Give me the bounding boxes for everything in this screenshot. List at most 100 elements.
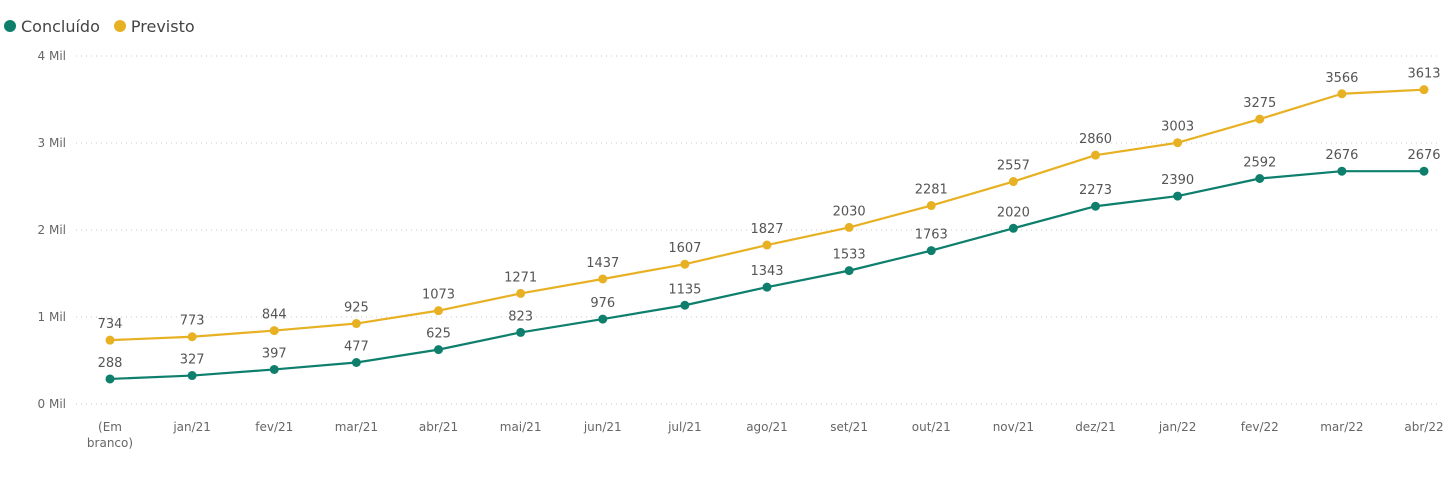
- data-point-concluido[interactable]: [105, 374, 115, 384]
- data-point-previsto[interactable]: [1008, 177, 1018, 187]
- x-tick-label: ago/21: [746, 420, 788, 434]
- x-tick-label: dez/21: [1075, 420, 1116, 434]
- y-tick-label: 4 Mil: [38, 49, 66, 63]
- data-label-concluido: 2020: [997, 205, 1030, 220]
- legend-marker-previsto: [113, 20, 126, 32]
- data-point-concluido[interactable]: [434, 345, 443, 355]
- data-label-concluido: 2676: [1325, 148, 1358, 163]
- data-point-previsto[interactable]: [1091, 150, 1100, 160]
- data-point-previsto[interactable]: [434, 306, 443, 316]
- y-tick-label: 3 Mil: [38, 136, 66, 150]
- data-point-previsto[interactable]: [844, 222, 854, 232]
- y-tick-label: 0 Mil: [38, 397, 66, 411]
- data-point-concluido[interactable]: [1091, 201, 1100, 211]
- data-point-previsto[interactable]: [926, 201, 936, 211]
- data-label-previsto: 844: [262, 308, 287, 323]
- data-label-previsto: 734: [98, 317, 123, 332]
- data-point-previsto[interactable]: [187, 332, 197, 342]
- data-point-concluido[interactable]: [762, 282, 772, 292]
- x-tick-label: fev/22: [1241, 420, 1279, 434]
- data-point-concluido[interactable]: [598, 314, 608, 324]
- data-point-concluido[interactable]: [1419, 166, 1429, 176]
- data-label-concluido: 823: [508, 309, 533, 324]
- x-tick-label: set/21: [830, 420, 868, 434]
- data-point-previsto[interactable]: [762, 240, 772, 250]
- data-point-concluido[interactable]: [269, 364, 279, 374]
- data-label-concluido: 1135: [668, 282, 701, 297]
- data-label-previsto: 2281: [915, 183, 948, 198]
- x-tick-label: out/21: [912, 420, 951, 434]
- data-point-previsto[interactable]: [269, 326, 279, 336]
- series-line-previsto: [108, 88, 1426, 342]
- data-label-previsto: 2860: [1079, 132, 1112, 147]
- data-labels: 288 327 397 477 625 823 976 1135 1343 1533 1763 202…: [98, 67, 1441, 371]
- data-point-previsto[interactable]: [1173, 138, 1183, 148]
- data-point-previsto[interactable]: [1419, 85, 1429, 95]
- data-label-concluido: 976: [590, 296, 615, 311]
- y-tick-label: 1 Mil: [38, 310, 66, 324]
- data-point-concluido[interactable]: [1173, 191, 1183, 201]
- data-label-previsto: 1607: [668, 241, 701, 256]
- x-tick-label: mar/21: [335, 420, 378, 434]
- data-point-concluido[interactable]: [844, 266, 854, 276]
- data-point-concluido[interactable]: [1008, 223, 1018, 233]
- data-point-previsto[interactable]: [105, 335, 115, 345]
- data-label-previsto: 1073: [422, 288, 455, 303]
- legend-marker-concluido: [4, 20, 16, 32]
- data-point-previsto[interactable]: [1255, 114, 1265, 124]
- data-label-previsto: 2030: [833, 204, 866, 219]
- data-label-concluido: 1763: [915, 228, 948, 243]
- y-tick-label: 2 Mil: [38, 223, 66, 237]
- x-tick-label: abr/21: [419, 420, 458, 434]
- data-label-previsto: 1827: [750, 222, 783, 237]
- data-point-previsto[interactable]: [516, 288, 526, 298]
- data-point-concluido[interactable]: [1337, 166, 1347, 176]
- data-point-concluido[interactable]: [680, 300, 690, 310]
- legend-item-concluido[interactable]: Concluído: [4, 17, 100, 36]
- y-axis: 0 Mil 1 Mil 2 Mil 3 Mil 4 Mil: [38, 49, 66, 411]
- data-label-concluido: 2676: [1407, 148, 1440, 163]
- x-tick-label: jul/21: [667, 420, 702, 434]
- data-label-concluido: 397: [262, 346, 287, 361]
- x-tick-label: jun/21: [583, 420, 622, 434]
- data-label-concluido: 477: [344, 340, 369, 355]
- data-label-concluido: 2390: [1161, 173, 1194, 188]
- data-point-concluido[interactable]: [516, 327, 526, 337]
- data-label-concluido: 288: [98, 356, 123, 371]
- data-point-concluido[interactable]: [1255, 173, 1265, 183]
- x-tick-label: nov/21: [993, 420, 1034, 434]
- data-label-previsto: 925: [344, 301, 369, 316]
- x-tick-label: (Em branco): [87, 420, 133, 450]
- legend-label-concluido: Concluído: [21, 16, 100, 36]
- data-point-previsto[interactable]: [351, 319, 361, 329]
- data-point-previsto[interactable]: [1337, 89, 1347, 99]
- data-label-concluido: 1533: [833, 248, 866, 263]
- data-point-previsto[interactable]: [598, 274, 608, 284]
- x-axis: (Em branco) jan/21 fev/21 mar/21 abr/21 mai/21…: [87, 420, 1444, 450]
- data-label-previsto: 773: [180, 314, 205, 329]
- data-label-concluido: 327: [180, 353, 205, 368]
- x-tick-label: mar/22: [1320, 420, 1363, 434]
- x-tick-label: jan/22: [1158, 420, 1197, 434]
- x-tick-label: fev/21: [255, 420, 293, 434]
- x-tick-label: mai/21: [500, 420, 542, 434]
- data-point-concluido[interactable]: [187, 371, 197, 381]
- data-point-concluido[interactable]: [351, 358, 361, 368]
- data-point-previsto[interactable]: [680, 259, 690, 269]
- legend-item-previsto[interactable]: Previsto: [113, 16, 195, 36]
- data-label-concluido: 2592: [1243, 155, 1276, 170]
- data-point-concluido[interactable]: [926, 246, 936, 256]
- data-label-concluido: 625: [426, 327, 451, 342]
- data-label-previsto: 2557: [997, 159, 1030, 174]
- data-label-previsto: 3613: [1407, 67, 1440, 82]
- data-label-previsto: 3566: [1325, 71, 1358, 86]
- x-tick-label: jan/21: [172, 420, 211, 434]
- data-label-previsto: 1437: [586, 256, 619, 271]
- data-label-previsto: 3003: [1161, 120, 1194, 135]
- data-label-concluido: 2273: [1079, 183, 1112, 198]
- legend-label-previsto: Previsto: [130, 16, 195, 36]
- legend: Concluído Previsto: [4, 14, 195, 38]
- data-label-previsto: 1271: [504, 270, 537, 285]
- data-label-previsto: 3275: [1243, 96, 1276, 111]
